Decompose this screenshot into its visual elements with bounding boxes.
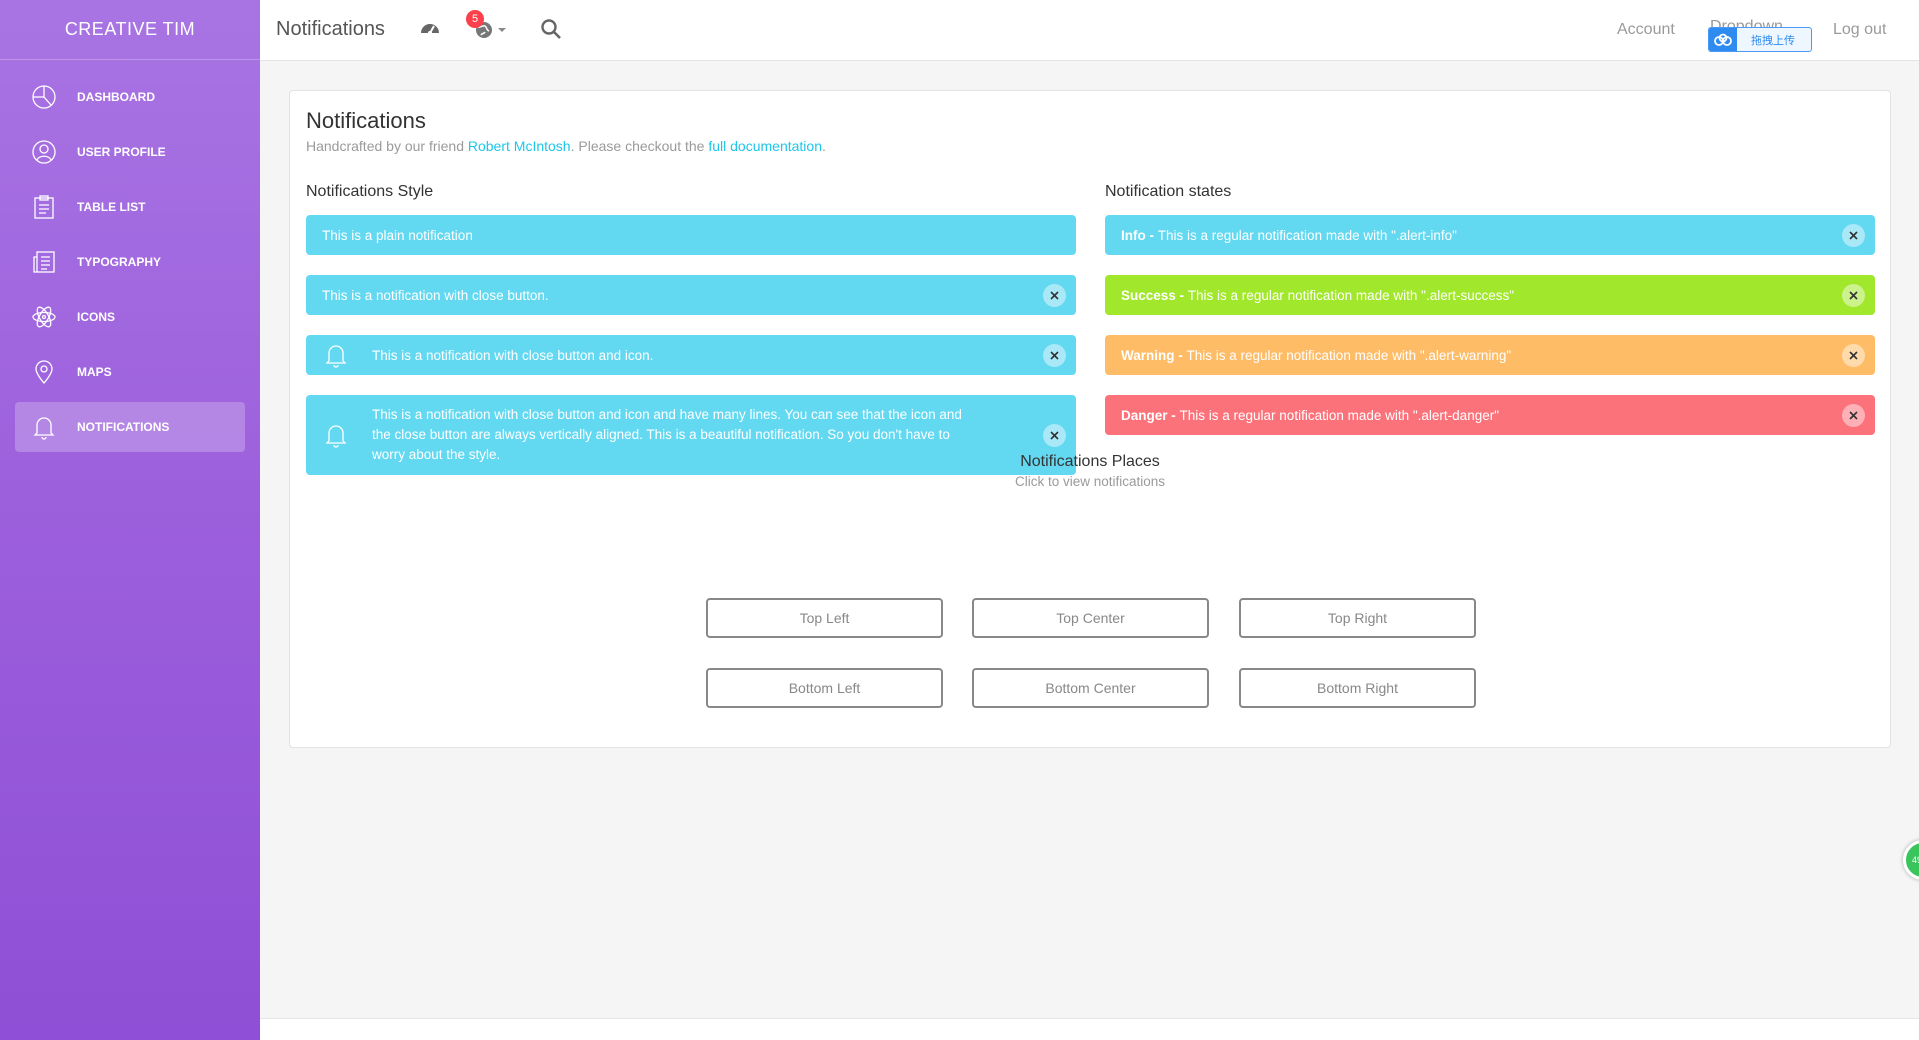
account-link[interactable]: Account bbox=[1617, 21, 1675, 38]
sidebar: CREATIVE TIM DASHBOARD USER PROFILE TABL… bbox=[0, 0, 260, 1040]
dashboard-gauge-icon[interactable] bbox=[419, 18, 441, 40]
sidebar-item-notifications[interactable]: NOTIFICATIONS bbox=[15, 402, 245, 452]
notification-text: Warning - This is a regular notification… bbox=[1121, 348, 1511, 363]
footer bbox=[260, 1019, 1919, 1040]
cloud-icon bbox=[1709, 28, 1737, 51]
bell-icon bbox=[31, 414, 57, 440]
success-notification: Success - This is a regular notification… bbox=[1105, 275, 1875, 315]
bottom-right-button[interactable]: Bottom Right bbox=[1239, 668, 1476, 708]
sidebar-item-label: TYPOGRAPHY bbox=[77, 255, 162, 269]
notification-text: Info - This is a regular notification ma… bbox=[1121, 228, 1457, 243]
notifications-style-heading: Notifications Style bbox=[306, 183, 434, 200]
danger-notification: Danger - This is a regular notification … bbox=[1105, 395, 1875, 435]
top-right-button[interactable]: Top Right bbox=[1239, 598, 1476, 638]
bell-icon bbox=[322, 421, 350, 449]
subtitle-text: . Please checkout the bbox=[570, 138, 709, 154]
bell-icon bbox=[322, 341, 350, 369]
documentation-link[interactable]: full documentation bbox=[708, 138, 822, 154]
notification-line: worry about the style. bbox=[372, 447, 501, 462]
state-label: Danger - bbox=[1121, 407, 1180, 423]
notifications-places-heading: Notifications Places bbox=[1020, 453, 1160, 470]
card-subtitle: Handcrafted by our friend Robert McIntos… bbox=[306, 138, 826, 154]
sidebar-item-user-profile[interactable]: USER PROFILE bbox=[15, 127, 245, 177]
notification-line: the close button are always vertically a… bbox=[372, 427, 950, 442]
sidebar-item-typography[interactable]: TYPOGRAPHY bbox=[15, 237, 245, 287]
sidebar-nav: DASHBOARD USER PROFILE TABLE LIST TYPOGR… bbox=[0, 60, 260, 452]
pie-chart-icon bbox=[31, 84, 57, 110]
close-icon[interactable] bbox=[1043, 423, 1066, 447]
upload-widget[interactable]: 拖拽上传 bbox=[1708, 27, 1812, 52]
sidebar-item-label: MAPS bbox=[77, 365, 112, 379]
notification-text: Danger - This is a regular notification … bbox=[1121, 408, 1499, 423]
notification-line: This is a notification with close button… bbox=[372, 407, 962, 422]
atom-icon bbox=[31, 304, 57, 330]
subtitle-text: . bbox=[822, 138, 826, 154]
subtitle-text: Handcrafted by our friend bbox=[306, 138, 468, 154]
state-label: Success - bbox=[1121, 287, 1188, 303]
close-notification: This is a notification with close button… bbox=[306, 275, 1076, 315]
sidebar-item-label: TABLE LIST bbox=[77, 200, 146, 214]
bottom-left-button[interactable]: Bottom Left bbox=[706, 668, 943, 708]
user-icon bbox=[31, 139, 57, 165]
search-icon[interactable] bbox=[540, 18, 562, 40]
top-navbar: Notifications 5 Account Dropdown 拖拽上传 Lo… bbox=[260, 0, 1919, 61]
sidebar-item-label: USER PROFILE bbox=[77, 145, 166, 159]
bottom-center-button[interactable]: Bottom Center bbox=[972, 668, 1209, 708]
notification-text: Success - This is a regular notification… bbox=[1121, 288, 1514, 303]
footer-divider bbox=[260, 1018, 1919, 1019]
dropdown-link[interactable]: Dropdown bbox=[1710, 18, 1783, 27]
top-left-button[interactable]: Top Left bbox=[706, 598, 943, 638]
state-text: This is a regular notification made with… bbox=[1187, 287, 1515, 303]
notification-text: This is a notification with close button… bbox=[372, 347, 654, 363]
logout-link[interactable]: Log out bbox=[1833, 21, 1887, 38]
notification-count-badge: 5 bbox=[466, 10, 484, 28]
notifications-places-subtitle: Click to view notifications bbox=[1014, 474, 1166, 489]
warning-notification: Warning - This is a regular notification… bbox=[1105, 335, 1875, 375]
close-icon[interactable] bbox=[1842, 223, 1865, 247]
state-label: Info - bbox=[1121, 227, 1158, 243]
news-icon bbox=[31, 249, 57, 275]
upload-label: 拖拽上传 bbox=[1751, 34, 1795, 47]
clipboard-icon bbox=[31, 194, 57, 220]
sidebar-item-label: DASHBOARD bbox=[77, 90, 155, 104]
top-center-button[interactable]: Top Center bbox=[972, 598, 1209, 638]
sidebar-item-table-list[interactable]: TABLE LIST bbox=[15, 182, 245, 232]
close-icon[interactable] bbox=[1043, 283, 1066, 307]
state-text: This is a regular notification made with… bbox=[1179, 407, 1500, 423]
notification-text: This is a plain notification bbox=[322, 227, 473, 243]
sidebar-item-maps[interactable]: MAPS bbox=[15, 347, 245, 397]
info-notification: Info - This is a regular notification ma… bbox=[1105, 215, 1875, 255]
close-icon[interactable] bbox=[1043, 343, 1066, 367]
plain-notification: This is a plain notification bbox=[306, 215, 1076, 255]
state-text: This is a regular notification made with… bbox=[1157, 227, 1457, 243]
pin-icon bbox=[31, 359, 57, 385]
notification-text: This is a notification with close button… bbox=[322, 287, 549, 303]
close-icon[interactable] bbox=[1842, 283, 1865, 307]
sidebar-item-dashboard[interactable]: DASHBOARD bbox=[15, 72, 245, 122]
state-text: This is a regular notification made with… bbox=[1186, 347, 1512, 363]
card-title: Notifications bbox=[306, 108, 426, 133]
close-icon[interactable] bbox=[1842, 343, 1865, 367]
sidebar-item-label: ICONS bbox=[77, 310, 116, 324]
author-link[interactable]: Robert McIntosh bbox=[467, 138, 571, 154]
close-icon[interactable] bbox=[1842, 403, 1865, 427]
state-label: Warning - bbox=[1121, 347, 1187, 363]
brand-logo[interactable]: CREATIVE TIM bbox=[0, 0, 260, 60]
close-icon-notification: This is a notification with close button… bbox=[306, 335, 1076, 375]
notification-states-heading: Notification states bbox=[1105, 183, 1232, 200]
floating-widget[interactable]: 49 bbox=[1903, 840, 1919, 880]
notification-text: This is a notification with close button… bbox=[372, 405, 962, 465]
notifications-card: Notifications Handcrafted by our friend … bbox=[289, 90, 1891, 748]
page-title[interactable]: Notifications bbox=[276, 18, 385, 40]
sidebar-item-label: NOTIFICATIONS bbox=[77, 420, 170, 434]
multiline-notification: This is a notification with close button… bbox=[306, 395, 1076, 475]
sidebar-item-icons[interactable]: ICONS bbox=[15, 292, 245, 342]
chevron-down-icon[interactable] bbox=[498, 28, 506, 32]
